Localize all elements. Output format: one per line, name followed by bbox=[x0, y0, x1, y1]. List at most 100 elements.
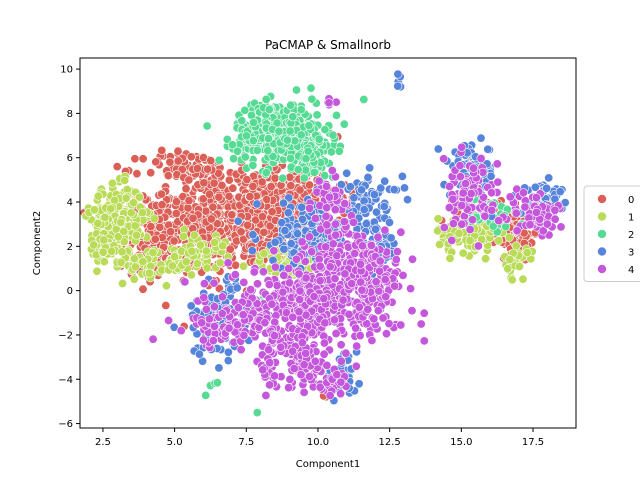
scatter-point-series-2 bbox=[306, 83, 316, 93]
scatter-point-series-2 bbox=[240, 152, 250, 162]
scatter-point-series-2 bbox=[285, 126, 295, 136]
scatter-point-series-4 bbox=[284, 263, 294, 273]
scatter-point-series-0 bbox=[198, 194, 208, 204]
scatter-point-series-4 bbox=[396, 320, 406, 330]
scatter-point-series-4 bbox=[391, 255, 401, 265]
scatter-point-series-0 bbox=[130, 154, 140, 164]
scatter-point-series-1 bbox=[189, 230, 199, 240]
scatter-point-series-2 bbox=[301, 154, 311, 164]
scatter-point-series-3 bbox=[555, 187, 565, 197]
scatter-point-series-1 bbox=[106, 204, 116, 214]
scatter-point-series-3 bbox=[544, 173, 554, 183]
scatter-point-series-0 bbox=[286, 181, 296, 191]
scatter-point-series-2 bbox=[278, 173, 288, 183]
scatter-point-series-4 bbox=[285, 374, 295, 384]
scatter-point-series-4 bbox=[407, 254, 417, 264]
scatter-point-series-2 bbox=[240, 105, 250, 115]
scatter-point-series-3 bbox=[286, 239, 296, 249]
scatter-point-series-4 bbox=[444, 203, 454, 213]
scatter-point-series-0 bbox=[245, 192, 255, 202]
scatter-point-series-0 bbox=[157, 189, 167, 199]
scatter-point-series-3 bbox=[369, 190, 379, 200]
scatter-point-series-1 bbox=[119, 237, 129, 247]
scatter-point-series-4 bbox=[278, 287, 288, 297]
scatter-point-series-1 bbox=[504, 233, 514, 243]
scatter-point-series-2 bbox=[331, 110, 341, 120]
scatter-point-series-4 bbox=[217, 309, 227, 319]
scatter-point-series-3 bbox=[361, 219, 371, 229]
scatter-point-series-0 bbox=[224, 192, 234, 202]
scatter-point-series-2 bbox=[274, 126, 284, 136]
scatter-point-series-0 bbox=[173, 156, 183, 166]
scatter-point-series-3 bbox=[349, 193, 359, 203]
scatter-point-series-0 bbox=[132, 169, 142, 179]
scatter-point-series-1 bbox=[518, 274, 528, 284]
scatter-point-series-4 bbox=[264, 279, 274, 289]
scatter-point-series-4 bbox=[253, 279, 263, 289]
scatter-point-series-1 bbox=[130, 262, 140, 272]
scatter-point-series-4 bbox=[239, 330, 249, 340]
scatter-point-series-1 bbox=[129, 274, 139, 284]
scatter-point-series-4 bbox=[199, 279, 209, 289]
scatter-point-series-4 bbox=[301, 348, 311, 358]
scatter-point-series-1 bbox=[210, 238, 220, 248]
scatter-point-series-2 bbox=[291, 85, 301, 95]
scatter-point-series-2 bbox=[314, 134, 324, 144]
scatter-point-series-0 bbox=[155, 222, 165, 232]
scatter-point-series-0 bbox=[257, 177, 267, 187]
scatter-point-series-4 bbox=[304, 371, 314, 381]
scatter-point-series-0 bbox=[146, 222, 156, 232]
scatter-point-series-1 bbox=[93, 219, 103, 229]
scatter-point-series-4 bbox=[315, 276, 325, 286]
scatter-point-series-0 bbox=[151, 157, 161, 167]
scatter-point-series-1 bbox=[454, 228, 464, 238]
scatter-point-series-4 bbox=[492, 159, 502, 169]
scatter-point-series-4 bbox=[373, 306, 383, 316]
scatter-point-series-0 bbox=[138, 154, 148, 164]
scatter-point-series-4 bbox=[299, 387, 309, 397]
scatter-point-series-0 bbox=[267, 207, 277, 217]
scatter-point-series-4 bbox=[330, 205, 340, 215]
scatter-point-series-4 bbox=[351, 323, 361, 333]
scatter-point-series-0 bbox=[161, 300, 171, 310]
scatter-point-series-4 bbox=[288, 312, 298, 322]
scatter-point-series-4 bbox=[279, 270, 289, 280]
scatter-point-series-3 bbox=[283, 208, 293, 218]
scatter-point-series-4 bbox=[493, 177, 503, 187]
scatter-point-series-3 bbox=[399, 183, 409, 193]
scatter-point-series-4 bbox=[476, 154, 486, 164]
scatter-point-series-4 bbox=[330, 219, 340, 229]
scatter-point-series-3 bbox=[483, 144, 493, 154]
scatter-point-series-0 bbox=[243, 220, 253, 230]
scatter-point-series-4 bbox=[295, 286, 305, 296]
y-tick-label: 6 bbox=[67, 153, 73, 164]
scatter-point-series-4 bbox=[261, 390, 271, 400]
scatter-point-series-4 bbox=[542, 219, 552, 229]
scatter-point-series-2 bbox=[264, 105, 274, 115]
scatter-point-series-4 bbox=[328, 239, 338, 249]
scatter-point-series-2 bbox=[303, 146, 313, 156]
scatter-point-series-3 bbox=[384, 218, 394, 228]
scatter-point-series-4 bbox=[355, 259, 365, 269]
scatter-point-series-2 bbox=[261, 168, 271, 178]
y-tick-label: 2 bbox=[67, 242, 73, 253]
scatter-point-series-0 bbox=[205, 189, 215, 199]
scatter-point-series-4 bbox=[269, 371, 279, 381]
scatter-point-series-3 bbox=[393, 69, 403, 79]
scatter-point-series-4 bbox=[329, 315, 339, 325]
scatter-point-series-4 bbox=[538, 226, 548, 236]
scatter-point-series-3 bbox=[194, 349, 204, 359]
scatter-point-series-4 bbox=[331, 230, 341, 240]
scatter-point-series-1 bbox=[181, 257, 191, 267]
scatter-point-series-4 bbox=[205, 314, 215, 324]
scatter-point-series-4 bbox=[419, 308, 429, 318]
scatter-point-series-2 bbox=[293, 165, 303, 175]
scatter-point-series-3 bbox=[270, 237, 280, 247]
scatter-point-series-2 bbox=[299, 173, 309, 183]
scatter-point-series-4 bbox=[531, 207, 541, 217]
scatter-point-series-4 bbox=[396, 227, 406, 237]
scatter-point-series-2 bbox=[212, 378, 222, 388]
scatter-point-series-0 bbox=[206, 214, 216, 224]
scatter-point-series-0 bbox=[157, 145, 167, 155]
